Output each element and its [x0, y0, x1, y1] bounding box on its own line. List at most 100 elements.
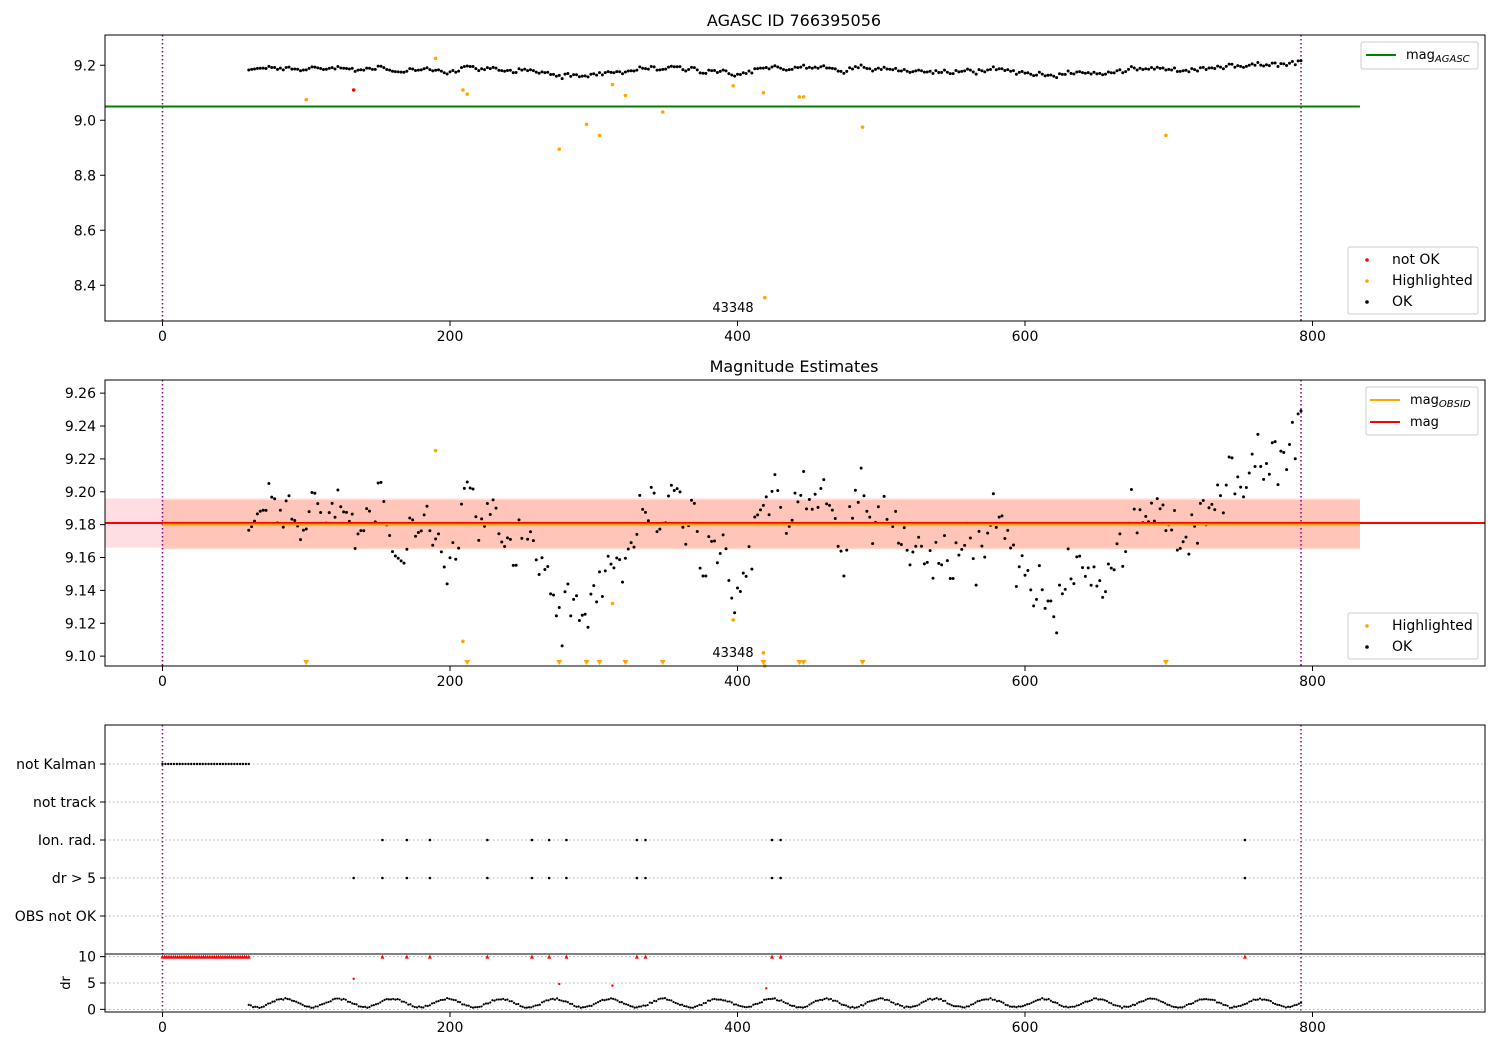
flag-point	[236, 762, 239, 766]
ok-point	[1069, 577, 1073, 581]
ok-point	[307, 66, 311, 70]
ok-point	[908, 70, 912, 74]
ok-point	[905, 548, 909, 552]
dr-point	[670, 999, 673, 1002]
below-range-marker	[583, 660, 590, 665]
dr-point	[1189, 1002, 1193, 1005]
dr-point	[980, 998, 983, 1002]
ok-point	[1265, 63, 1268, 67]
flag-point	[547, 838, 551, 842]
dr-point	[385, 998, 388, 1001]
plot-frame	[104, 379, 1486, 667]
ok-point	[638, 493, 642, 497]
ok-point	[1155, 497, 1159, 501]
ok-point	[1175, 548, 1179, 552]
dr-point	[603, 999, 606, 1002]
ok-point	[704, 574, 708, 578]
dr-point	[1280, 1004, 1283, 1007]
dr-point	[691, 1006, 695, 1009]
dr-point	[1136, 1002, 1139, 1005]
ok-point	[1227, 455, 1231, 459]
dr-point	[450, 998, 453, 1001]
dr-point	[497, 998, 500, 1001]
dr-point	[1002, 1001, 1005, 1004]
ok-point	[1132, 507, 1136, 511]
dr-point	[1297, 1002, 1300, 1005]
y-tick-label: 9.0	[74, 113, 96, 129]
ok-point	[1135, 68, 1139, 72]
ok-point	[451, 541, 455, 545]
flag-point	[224, 762, 227, 766]
flag-point	[530, 838, 534, 842]
dr-point	[1008, 1005, 1012, 1008]
ok-point	[336, 65, 340, 69]
ok-point	[882, 494, 886, 498]
ok-point	[750, 567, 754, 571]
ok-point	[730, 73, 734, 77]
ok-point	[388, 534, 392, 538]
ok-point	[741, 571, 745, 575]
ok-point	[989, 68, 992, 72]
dr-point	[571, 1002, 574, 1006]
ok-point	[546, 70, 550, 74]
dr-point	[506, 998, 509, 1001]
dr-point	[840, 1003, 843, 1006]
dr-point	[547, 999, 550, 1002]
ok-point	[534, 70, 538, 74]
flag-point	[190, 762, 193, 766]
ok-point	[454, 70, 458, 74]
ok-point	[494, 66, 498, 70]
dr-point	[1254, 998, 1257, 1001]
dr-point	[810, 1002, 813, 1005]
dr-point	[491, 999, 494, 1002]
ok-point	[575, 594, 578, 598]
ok-point	[1173, 508, 1176, 512]
ok-point	[1224, 483, 1228, 487]
ok-point	[405, 547, 409, 551]
ok-point	[994, 68, 998, 72]
below-range-marker	[800, 660, 807, 665]
dr-point	[1127, 1005, 1130, 1008]
dr-point	[663, 996, 667, 1000]
dr-point	[592, 1003, 595, 1006]
dr-point	[433, 1001, 436, 1005]
highlighted-point	[584, 122, 589, 127]
ok-point	[1043, 74, 1047, 78]
ok-point	[1262, 477, 1266, 481]
highlighted-point	[761, 651, 766, 655]
dr-point	[471, 1006, 475, 1009]
ok-point	[721, 68, 725, 72]
ok-point	[1106, 562, 1110, 566]
dr-point	[446, 996, 449, 1000]
ok-point	[782, 68, 785, 72]
legend-label: not OK	[1392, 252, 1440, 268]
dr-point	[400, 1000, 403, 1003]
dr-point	[637, 1005, 641, 1008]
dr-point	[1252, 998, 1255, 1001]
dr-point	[1045, 998, 1048, 1001]
ok-point	[1078, 554, 1082, 558]
dr-point	[929, 997, 932, 1000]
ok-point	[692, 66, 696, 70]
ok-point	[595, 73, 599, 77]
ok-point	[684, 542, 688, 546]
ok-point	[1012, 69, 1015, 73]
ok-point	[451, 69, 455, 73]
dr-point	[946, 1002, 949, 1005]
dr-point	[1142, 999, 1145, 1003]
flag-point	[428, 838, 432, 842]
ok-point	[1253, 63, 1257, 67]
dr-point	[1073, 1005, 1076, 1008]
ok-point	[681, 525, 685, 529]
ok-point	[721, 533, 725, 537]
ok-point	[595, 600, 599, 604]
dr-point	[1064, 1005, 1068, 1008]
dr-point	[353, 1002, 356, 1006]
ok-point	[615, 556, 619, 560]
dr-point	[379, 1001, 382, 1004]
ok-point	[632, 69, 636, 73]
dr-point	[551, 997, 554, 1000]
dr-point	[726, 1000, 729, 1003]
ok-point	[853, 488, 857, 492]
ok-point	[626, 547, 630, 551]
